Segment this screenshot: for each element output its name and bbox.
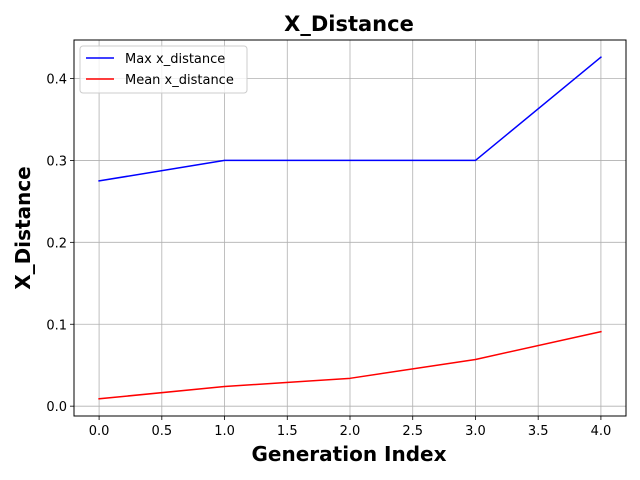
x-tick-label: 2.5 [402,424,423,439]
series-lines [98,56,602,400]
x-tick-label: 0.5 [151,424,172,439]
y-tick-label: 0.0 [46,400,67,415]
x-tick-label: 3.5 [528,424,549,439]
chart-title: X_Distance [284,12,414,36]
y-axis-label: X_Distance [11,166,35,290]
x-tick-label: 2.0 [340,424,361,439]
x-tick-label: 1.5 [277,424,298,439]
x-tick-label: 0.0 [89,424,110,439]
x-axis-label: Generation Index [252,442,447,466]
y-tick-label: 0.3 [46,154,67,169]
legend-label-max: Max x_distance [125,52,225,67]
grid [74,40,626,416]
legend-label-mean: Mean x_distance [125,73,234,88]
legend-box [79,45,248,94]
legend: Max x_distance Mean x_distance [79,45,248,94]
y-tick-label: 0.1 [46,318,67,333]
axis-ticks: 0.0 0.5 1.0 1.5 2.0 2.5 3.0 3.5 4.0 0.0 0.1 0.2 0.3 0… [46,73,611,439]
y-tick-label: 0.2 [46,236,67,251]
y-tick-label: 0.4 [46,73,67,88]
x-tick-label: 4.0 [591,424,612,439]
x-tick-label: 1.0 [214,424,235,439]
x-tick-label: 3.0 [465,424,486,439]
